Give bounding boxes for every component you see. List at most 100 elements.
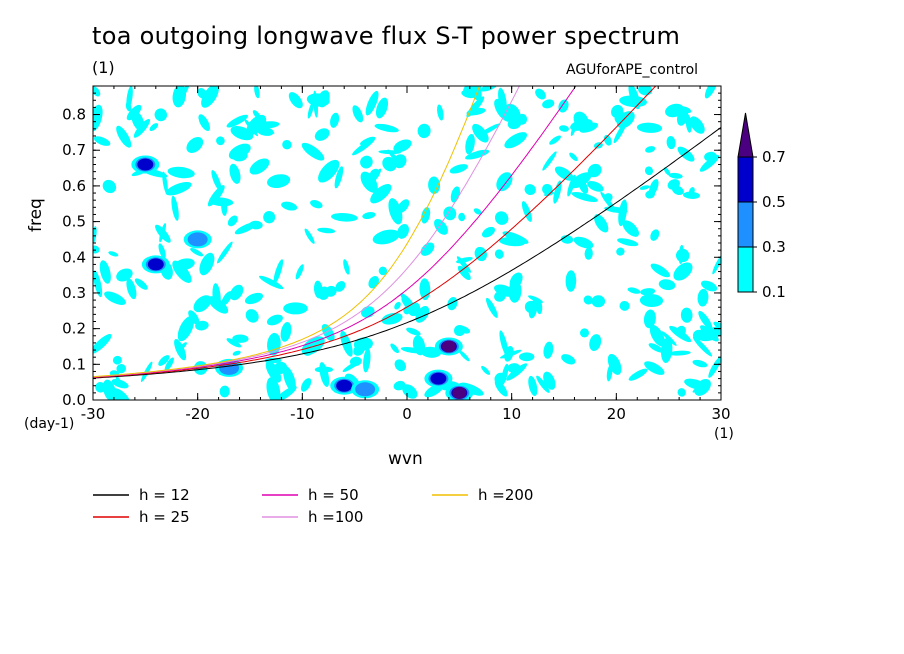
- noise-blob: [93, 333, 112, 354]
- noise-blob: [579, 122, 599, 133]
- noise-blob: [158, 355, 170, 366]
- noise-blob: [331, 213, 358, 222]
- noise-blob: [193, 295, 212, 313]
- legend-label: h = 50: [308, 486, 359, 504]
- noise-blob: [165, 181, 192, 196]
- chart-title: toa outgoing longwave flux S-T power spe…: [92, 22, 681, 50]
- noise-blob: [417, 123, 431, 139]
- colorbar-label: 0.7: [762, 148, 786, 166]
- noise-blob: [102, 179, 117, 194]
- peak-inner: [430, 372, 447, 385]
- noise-blob: [569, 152, 578, 161]
- noise-blob: [571, 191, 598, 203]
- noise-blob: [498, 87, 507, 113]
- noise-blob: [628, 368, 648, 381]
- noise-blob: [622, 220, 639, 237]
- noise-blob: [680, 307, 693, 323]
- curve-25: [93, 86, 657, 378]
- noise-blob: [494, 249, 504, 259]
- noise-blob: [496, 172, 513, 192]
- noise-blob: [447, 297, 458, 311]
- noise-blob: [343, 259, 350, 275]
- noise-blob: [288, 92, 303, 109]
- noise-blob: [95, 382, 106, 393]
- noise-blob: [280, 322, 292, 342]
- noise-blob: [528, 299, 538, 319]
- noise-blob: [607, 353, 622, 375]
- noise-blob: [636, 122, 663, 133]
- noise-blob: [283, 366, 296, 392]
- noise-blob: [486, 297, 498, 318]
- noise-blob: [580, 328, 589, 338]
- noise-blob: [671, 185, 684, 195]
- noise-blob: [480, 86, 498, 92]
- noise-blob: [559, 125, 569, 132]
- noise-blob: [535, 88, 546, 100]
- curve-50: [93, 86, 577, 378]
- noise-blob: [543, 371, 556, 390]
- noise-blob: [560, 235, 574, 244]
- noise-blob: [465, 149, 490, 160]
- noise-blob: [692, 336, 713, 357]
- noise-blob: [639, 185, 650, 190]
- legend-label: h =100: [308, 508, 363, 526]
- noise-blob: [638, 86, 653, 96]
- noise-blob: [159, 223, 166, 243]
- noise-blob: [583, 295, 593, 305]
- noise-blob: [221, 198, 228, 216]
- noise-blob: [93, 270, 103, 298]
- noise-blob: [473, 208, 482, 215]
- noise-blob: [677, 388, 686, 397]
- noise-blob: [554, 166, 574, 181]
- noise-blob: [310, 200, 323, 209]
- noise-blob: [221, 291, 233, 306]
- noise-blob: [570, 172, 592, 189]
- noise-blob: [93, 104, 103, 132]
- noise-blob: [661, 331, 677, 346]
- noise-blob: [216, 241, 233, 264]
- noise-blob: [342, 359, 362, 372]
- legend-label: h =200: [478, 486, 533, 504]
- noise-blob: [504, 345, 514, 362]
- noise-blob: [177, 316, 195, 342]
- noise-blob: [600, 191, 617, 213]
- noise-blob: [245, 309, 259, 323]
- curve-200: [93, 86, 481, 378]
- noise-blob: [604, 206, 628, 214]
- x-tick-label: 30: [711, 405, 730, 423]
- noise-blob: [644, 166, 654, 176]
- y-tick-label: 0.3: [62, 284, 86, 302]
- noise-blob: [640, 288, 656, 296]
- noise-blob: [275, 386, 297, 400]
- noise-blob: [211, 170, 222, 192]
- legend: h = 12 h = 25 h = 50 h =100 h =200: [93, 486, 533, 526]
- noise-blob: [227, 215, 238, 227]
- noise-blob: [616, 247, 625, 256]
- noise-blob: [543, 341, 554, 359]
- noise-blob: [428, 176, 441, 194]
- noise-blob: [553, 180, 562, 204]
- noise-blob: [116, 363, 126, 374]
- noise-blob: [216, 136, 225, 146]
- y-tick-label: 0.0: [62, 391, 86, 409]
- noise-blob: [649, 179, 659, 196]
- noise-blob: [374, 123, 399, 133]
- x-tick-label: -30: [81, 405, 106, 423]
- noise-blob: [434, 218, 448, 235]
- noise-blob: [643, 309, 656, 329]
- noise-blob: [229, 163, 241, 184]
- y-tick-label: 0.7: [62, 141, 86, 159]
- noise-blob: [658, 279, 676, 291]
- noise-blob: [149, 123, 159, 132]
- noise-blob: [680, 106, 692, 114]
- noise-blob: [517, 113, 528, 125]
- noise-blob: [421, 207, 431, 224]
- x-tick-label: -10: [290, 405, 315, 423]
- colorbar-label: 0.3: [762, 238, 786, 256]
- noise-blob: [699, 155, 720, 172]
- noise-blob: [466, 96, 485, 118]
- noise-blob: [393, 139, 412, 153]
- noise-blob: [465, 134, 475, 155]
- noise-blob: [619, 300, 630, 311]
